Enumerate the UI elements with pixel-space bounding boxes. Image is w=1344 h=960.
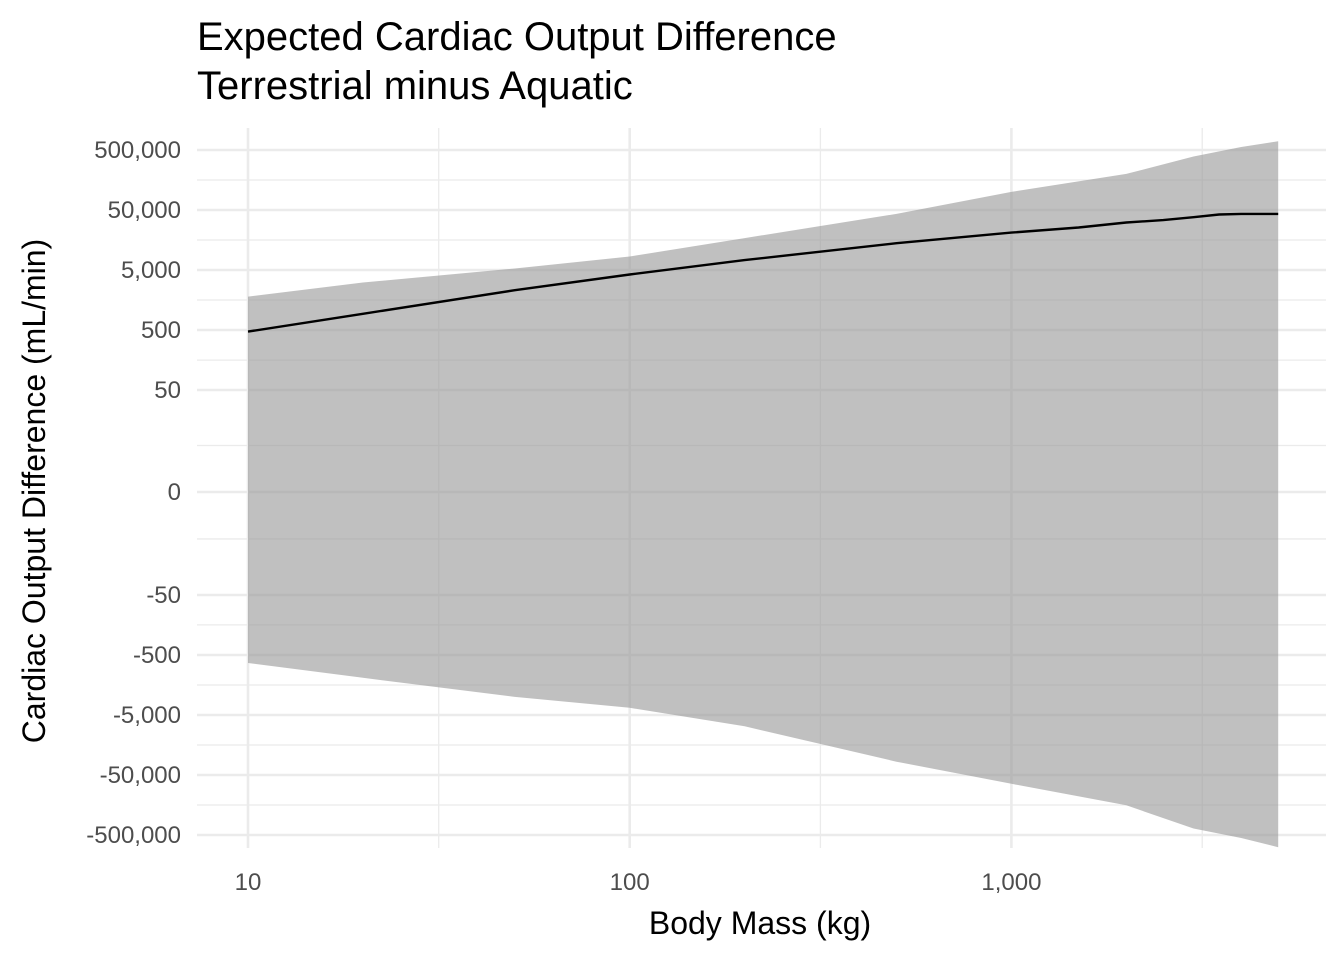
x-tick-label: 1,000 (981, 869, 1041, 896)
y-tick-label: -500,000 (86, 822, 181, 849)
y-tick-label: 50,000 (108, 197, 181, 224)
y-tick-label: -50 (146, 582, 181, 609)
y-tick-label: -5,000 (113, 702, 181, 729)
chart-subtitle: Terrestrial minus Aquatic (197, 64, 633, 108)
y-tick-label: 0 (168, 479, 181, 506)
chart-title: Expected Cardiac Output Difference (197, 15, 837, 59)
x-tick-label: 100 (610, 869, 650, 896)
y-tick-label: 5,000 (121, 257, 181, 284)
y-axis-tick-labels: 500,00050,0005,000500500-50-500-5,000-50… (86, 137, 181, 849)
x-tick-label: 10 (235, 869, 262, 896)
y-tick-label: 50 (154, 377, 181, 404)
y-tick-label: 500 (141, 317, 181, 344)
y-tick-label: -50,000 (100, 762, 181, 789)
chart-title-block: Expected Cardiac Output Difference Terre… (197, 15, 837, 108)
y-tick-label: 500,000 (94, 137, 181, 164)
confidence-band (248, 141, 1279, 848)
x-axis-tick-labels: 10 100 1,000 (235, 869, 1042, 896)
y-tick-label: -500 (133, 642, 181, 669)
series-line (247, 212, 1279, 333)
x-axis-title: Body Mass (kg) (649, 905, 871, 941)
y-axis-title: Cardiac Output Difference (mL/min) (16, 239, 52, 743)
